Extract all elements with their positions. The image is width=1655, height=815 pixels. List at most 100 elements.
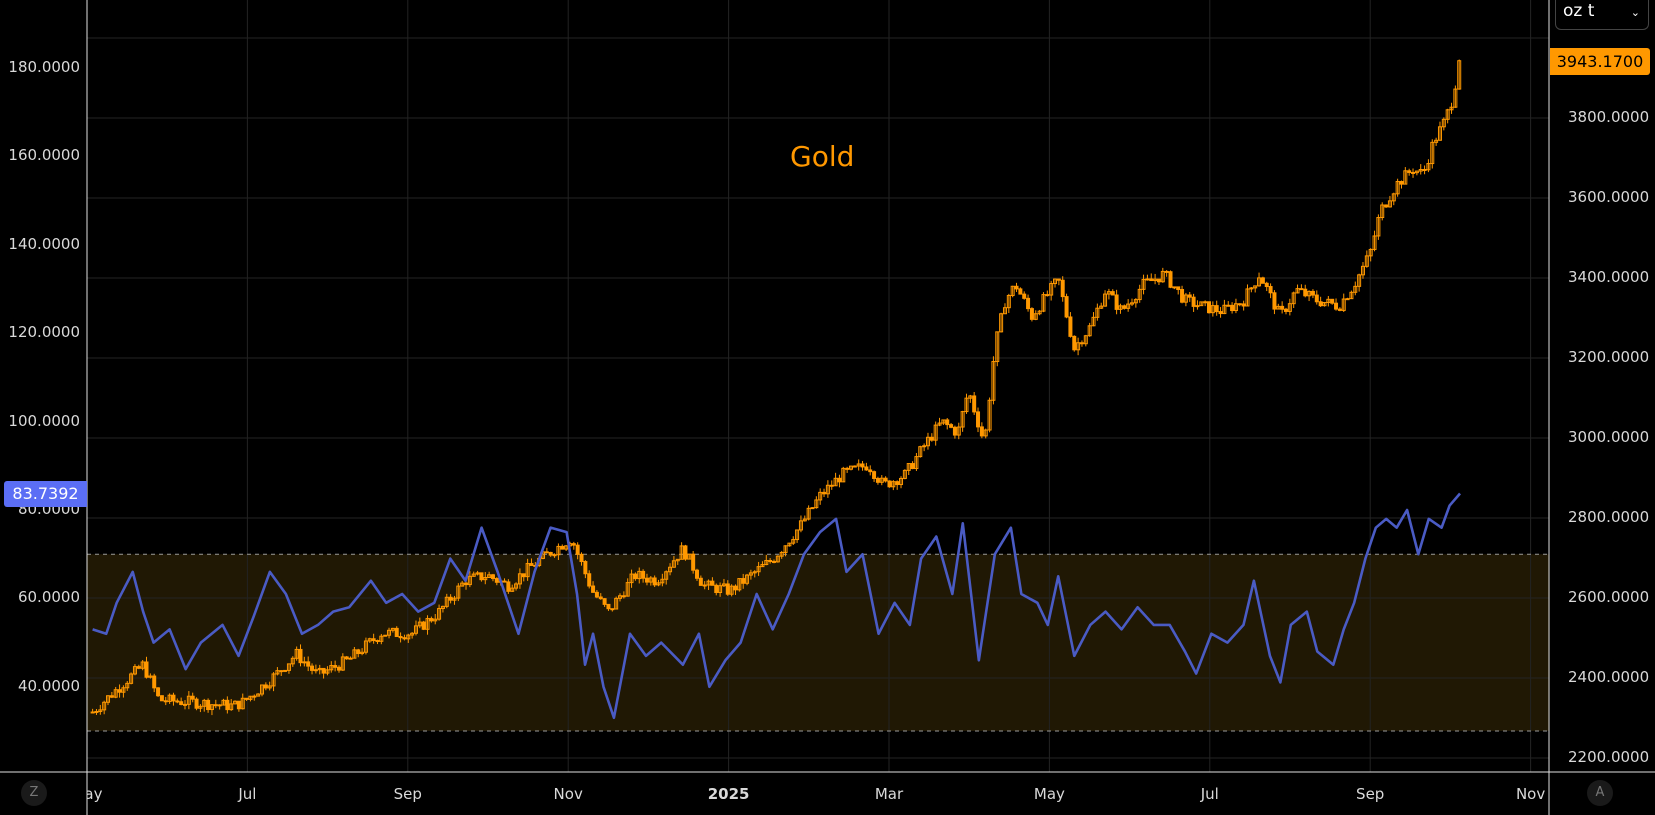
gold-candle	[818, 491, 823, 501]
gold-candle	[90, 711, 95, 714]
gold-candle	[1380, 204, 1385, 219]
gold-candle	[410, 632, 415, 636]
gold-candle	[679, 545, 684, 560]
gold-candle	[594, 591, 599, 598]
gold-candle	[1083, 335, 1088, 345]
time-axis-tick: Jul	[238, 785, 257, 803]
gold-candle	[371, 638, 376, 642]
gold-candle	[860, 463, 865, 468]
gold-candle	[556, 545, 561, 556]
gold-candle	[1210, 305, 1215, 314]
gold-candle	[356, 649, 361, 655]
gold-candle	[945, 419, 950, 426]
gold-candle	[848, 465, 853, 470]
gold-candle	[1264, 282, 1269, 288]
gold-candle	[710, 580, 715, 586]
gold-candle	[1411, 171, 1416, 174]
gold-candle	[1176, 286, 1181, 291]
gold-candle	[302, 661, 307, 664]
auto-scale-button[interactable]: A	[1587, 780, 1613, 806]
gold-candle	[1087, 325, 1092, 337]
gold-candle	[183, 703, 188, 706]
gold-candle	[1222, 304, 1227, 315]
gold-candle	[1064, 296, 1069, 318]
gold-candle	[660, 578, 665, 584]
gold-candle	[109, 695, 114, 698]
gold-candle	[398, 636, 403, 639]
gold-candle	[1118, 305, 1123, 310]
gold-candle	[1149, 278, 1154, 282]
gold-candle	[1168, 271, 1173, 288]
gold-candle	[121, 687, 126, 693]
gold-candle	[1095, 307, 1100, 318]
gold-candle	[1395, 181, 1400, 195]
gold-candle	[641, 570, 646, 579]
gold-candle	[1172, 286, 1177, 289]
gold-candle	[1268, 286, 1273, 294]
gold-candle	[1276, 305, 1281, 310]
gold-candle	[383, 634, 388, 637]
gold-candle	[194, 698, 199, 709]
gold-candle	[1307, 290, 1312, 297]
gold-candle	[837, 477, 842, 483]
gold-candle	[895, 481, 900, 486]
gold-candle	[1399, 181, 1404, 185]
gold-candle	[283, 669, 288, 672]
gold-candle	[1091, 316, 1096, 327]
left-axis-tick: 120.0000	[8, 323, 80, 342]
gold-candle	[1337, 308, 1342, 311]
gold-candle	[1226, 304, 1231, 307]
rsi-value-label: 83.7392	[4, 481, 87, 507]
gold-candle	[113, 689, 118, 698]
gold-candle	[529, 563, 534, 566]
gold-candle	[714, 584, 719, 593]
gold-candle	[925, 436, 930, 447]
gold-candle	[872, 471, 877, 479]
gold-candle	[1453, 88, 1458, 108]
gold-candle	[671, 560, 676, 568]
gold-candle	[552, 554, 557, 557]
gold-candle	[379, 635, 384, 642]
gold-candle	[483, 577, 488, 581]
gold-candle	[644, 577, 649, 583]
gold-candle	[1126, 303, 1131, 309]
gold-candle	[117, 689, 122, 693]
gold-candle	[1260, 277, 1265, 284]
gold-candle	[787, 542, 792, 547]
gold-candle	[810, 507, 815, 510]
gold-candle	[417, 621, 422, 627]
gold-candle	[683, 545, 688, 560]
gold-candle	[618, 595, 623, 599]
gold-candle	[444, 596, 449, 607]
zoom-button[interactable]: Z	[21, 780, 47, 806]
gold-candle	[306, 661, 311, 667]
gold-candle	[344, 656, 349, 660]
gold-candle	[1076, 342, 1081, 351]
gold-candle	[263, 684, 268, 689]
gold-candle	[856, 463, 861, 467]
gold-candle	[579, 553, 584, 563]
gold-candle	[1353, 285, 1358, 293]
unit-value: oz t	[1563, 1, 1595, 21]
gold-candle	[721, 583, 726, 587]
gold-candle	[248, 695, 253, 700]
gold-candle	[560, 545, 565, 550]
gold-candle	[875, 477, 880, 483]
gold-candle	[1068, 316, 1073, 337]
gold-candle	[1249, 287, 1254, 290]
gold-candle	[1099, 305, 1104, 309]
gold-candle	[1160, 270, 1165, 283]
gold-candle	[279, 670, 284, 673]
chart-title: Gold	[790, 140, 855, 173]
gold-candle	[1156, 278, 1161, 283]
gold-candle	[1145, 278, 1150, 281]
time-axis-tick: Sep	[393, 785, 422, 803]
gold-candle	[698, 577, 703, 586]
gold-candle	[333, 665, 338, 668]
gold-candle	[1253, 285, 1258, 289]
unit-dropdown[interactable]: oz t ⌄	[1555, 0, 1649, 30]
left-axis-tick: 140.0000	[8, 234, 80, 253]
gold-candle	[583, 561, 588, 575]
gold-candle	[829, 484, 834, 487]
